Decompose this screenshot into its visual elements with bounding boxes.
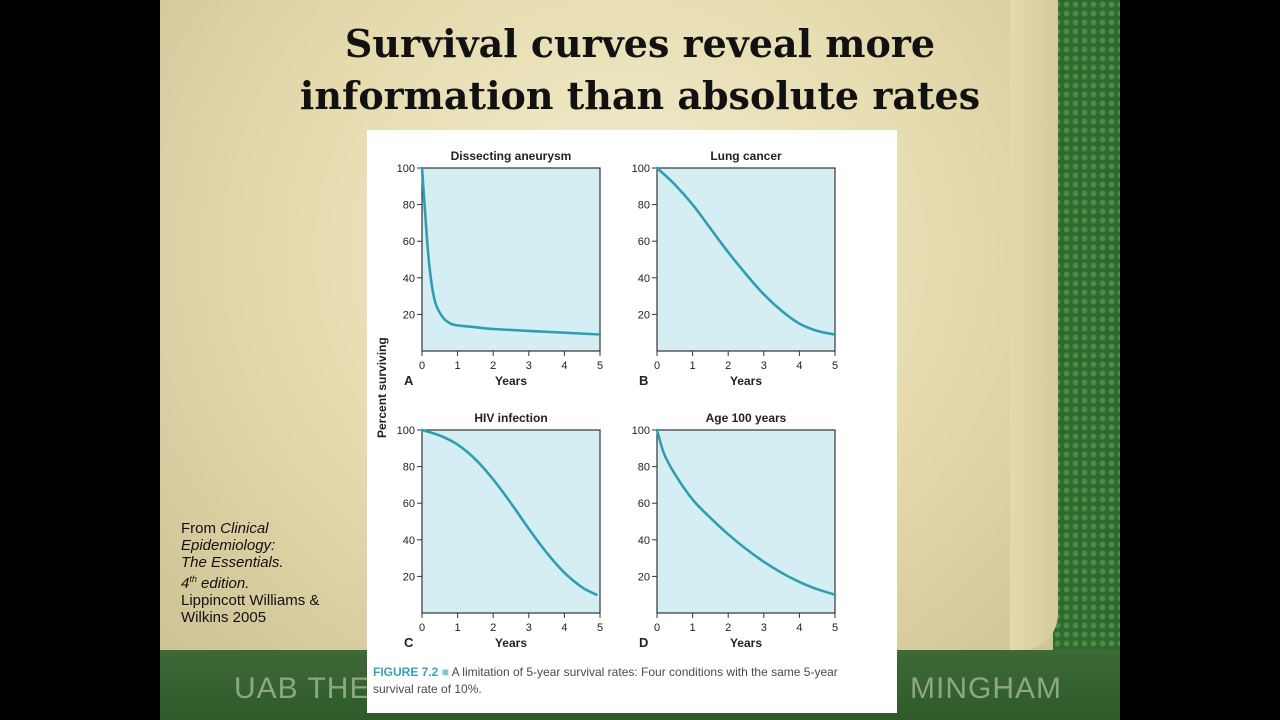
slide-corner [1010, 0, 1058, 650]
survival-curve [420, 428, 598, 596]
y-tick-label: 80 [403, 200, 415, 212]
caption-mark: ■ [441, 665, 449, 679]
x-tick-label: 2 [490, 360, 496, 372]
x-tick-label: 0 [654, 360, 660, 372]
x-tick-label: 2 [725, 360, 731, 372]
x-tick-label: 4 [561, 622, 567, 634]
x-tick-label: 2 [725, 622, 731, 634]
y-tick-label: 60 [638, 498, 650, 510]
x-tick-label: 3 [526, 360, 532, 372]
footer-logo-text-right: MINGHAM [910, 672, 1062, 705]
plot-area [421, 167, 601, 352]
x-tick-label: 4 [561, 360, 567, 372]
x-axis-label: Years [730, 636, 762, 650]
x-tick-label: 3 [761, 360, 767, 372]
x-axis-label: Years [730, 374, 762, 388]
edition-number: 4 [181, 575, 190, 592]
y-tick-label: 20 [638, 309, 650, 321]
y-tick-label: 100 [397, 425, 415, 437]
chart-panel-b: Lung cancer 20 40 60 80 100 0 1 2 3 4 5 Years B [632, 149, 838, 388]
citation-line-6: Wilkins 2005 [181, 609, 267, 626]
citation: From Clinical Epidemiology: The Essentia… [181, 520, 351, 626]
edition-suffix: th [189, 574, 197, 584]
citation-line-5: Lippincott Williams & [181, 592, 320, 609]
y-tick-label: 20 [638, 571, 650, 583]
chart-title: Age 100 years [706, 411, 787, 425]
chart-panel-c: HIV infection 20 40 60 80 100 0 1 2 3 4 5 Years C [397, 411, 603, 650]
y-tick-label: 60 [403, 498, 415, 510]
slide: UAB THE MINGHAM Survival curves reveal m… [160, 0, 1120, 720]
x-tick-label: 5 [597, 360, 603, 372]
chart-title: Dissecting aneurysm [451, 149, 572, 163]
y-tick-label: 80 [638, 462, 650, 474]
chart-panel-a: Dissecting aneurysm 20 40 60 80 100 0 1 2 3 4 5 Year… [397, 149, 603, 388]
x-tick-label: 1 [690, 360, 696, 372]
citation-line-3: The Essentials. [181, 554, 284, 571]
panel-letter: B [639, 373, 648, 388]
chart-title: HIV infection [474, 411, 547, 425]
y-tick-label: 100 [632, 163, 650, 175]
footer-logo-text: UAB THE [234, 672, 371, 705]
x-tick-label: 3 [761, 622, 767, 634]
x-axis-label: Years [495, 374, 527, 388]
y-tick-label: 80 [403, 462, 415, 474]
y-tick-label: 20 [403, 309, 415, 321]
citation-from: From [181, 520, 216, 537]
x-tick-label: 4 [796, 360, 802, 372]
chart-title: Lung cancer [710, 149, 782, 163]
title-line-2: information than absolute rates [299, 73, 981, 118]
y-tick-label: 60 [403, 236, 415, 248]
panel-letter: A [404, 373, 414, 388]
x-tick-label: 1 [690, 622, 696, 634]
x-tick-label: 5 [832, 360, 838, 372]
x-tick-label: 2 [490, 622, 496, 634]
x-tick-label: 1 [455, 622, 461, 634]
figure-caption: FIGURE 7.2 ■ A limitation of 5-year surv… [373, 664, 843, 698]
x-tick-label: 5 [597, 622, 603, 634]
y-tick-label: 40 [403, 273, 415, 285]
x-tick-label: 0 [419, 622, 425, 634]
citation-book-1: Clinical [220, 520, 269, 537]
x-tick-label: 3 [526, 622, 532, 634]
y-tick-label: 100 [397, 163, 415, 175]
slide-title: Survival curves reveal more information … [160, 18, 1120, 122]
survival-curve [655, 166, 837, 336]
figure-7-2: Dissecting aneurysm 20 40 60 80 100 0 1 2 3 4 5 Year… [367, 130, 897, 713]
y-tick-label: 40 [403, 535, 415, 547]
plot-area [421, 429, 601, 614]
plot-area [656, 429, 836, 614]
y-tick-label: 80 [638, 200, 650, 212]
checker-pattern [1053, 0, 1120, 720]
x-tick-label: 5 [832, 622, 838, 634]
chart-panel-d: Age 100 years 20 40 60 80 100 0 1 2 3 4 5 Years D [632, 411, 838, 650]
y-tick-label: 60 [638, 236, 650, 248]
x-tick-label: 4 [796, 622, 802, 634]
caption-label: FIGURE 7.2 [373, 665, 439, 679]
x-tick-label: 1 [455, 360, 461, 372]
y-axis-label: Percent surviving [375, 337, 389, 438]
citation-line-4: 4th edition. [181, 571, 351, 592]
citation-line-1: From Clinical [181, 520, 351, 537]
caption-text: A limitation of 5-year survival rates: F… [373, 665, 838, 696]
panel-letter: C [404, 635, 414, 650]
survival-curve [655, 428, 837, 596]
x-tick-label: 0 [419, 360, 425, 372]
title-line-1: Survival curves reveal more [344, 21, 936, 66]
x-tick-label: 0 [654, 622, 660, 634]
panel-letter: D [639, 635, 648, 650]
y-tick-label: 40 [638, 273, 650, 285]
edition-word: edition. [201, 575, 250, 592]
y-tick-label: 100 [632, 425, 650, 437]
x-axis-label: Years [495, 636, 527, 650]
citation-line-2: Epidemiology: [181, 537, 276, 554]
y-tick-label: 40 [638, 535, 650, 547]
y-tick-label: 20 [403, 571, 415, 583]
survival-curve [420, 166, 602, 336]
